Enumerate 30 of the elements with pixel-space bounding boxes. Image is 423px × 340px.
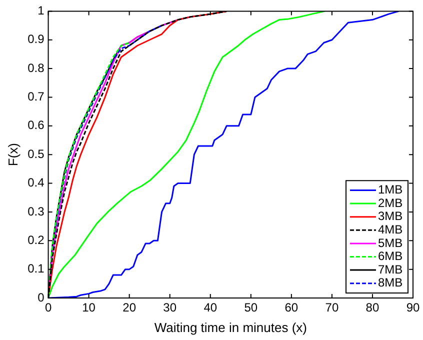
y-tick-label: 0.8 — [28, 60, 45, 75]
y-tick-label: 0.6 — [28, 118, 45, 132]
x-tick-label: 10 — [82, 300, 96, 315]
legend-label: 5MB — [378, 236, 403, 250]
y-axis-title: F(x) — [5, 143, 20, 166]
x-tick-label: 30 — [163, 300, 177, 315]
x-tick-label: 20 — [122, 300, 136, 315]
legend-label: 1MB — [378, 182, 403, 197]
y-tick-label: 0.1 — [28, 262, 45, 276]
y-tick-label: 0.9 — [28, 32, 45, 46]
legend-label: 2MB — [378, 196, 403, 210]
y-tick-label: 0.2 — [28, 232, 45, 247]
legend-label: 4MB — [378, 222, 403, 236]
y-tick-label: 0.4 — [28, 176, 45, 190]
x-tick-label: 80 — [366, 300, 380, 315]
legend-label: 7MB — [378, 262, 403, 276]
legend-label: 6MB — [378, 249, 403, 264]
x-tick-label: 60 — [284, 300, 298, 315]
y-tick-label: 0 — [38, 290, 45, 304]
legend-label: 8MB — [378, 276, 403, 290]
y-tick-label: 1 — [38, 4, 45, 18]
x-axis-title: Waiting time in minutes (x) — [154, 320, 307, 335]
legend-label: 3MB — [378, 209, 403, 224]
x-tick-label: 40 — [204, 300, 218, 315]
x-tick-label: 70 — [325, 300, 339, 315]
y-tick-label: 0.7 — [28, 90, 45, 104]
y-tick-label: 0.5 — [28, 146, 45, 161]
y-tick-label: 0.3 — [28, 204, 45, 218]
x-tick-label: 50 — [244, 300, 258, 315]
x-tick-label: 90 — [406, 300, 420, 315]
